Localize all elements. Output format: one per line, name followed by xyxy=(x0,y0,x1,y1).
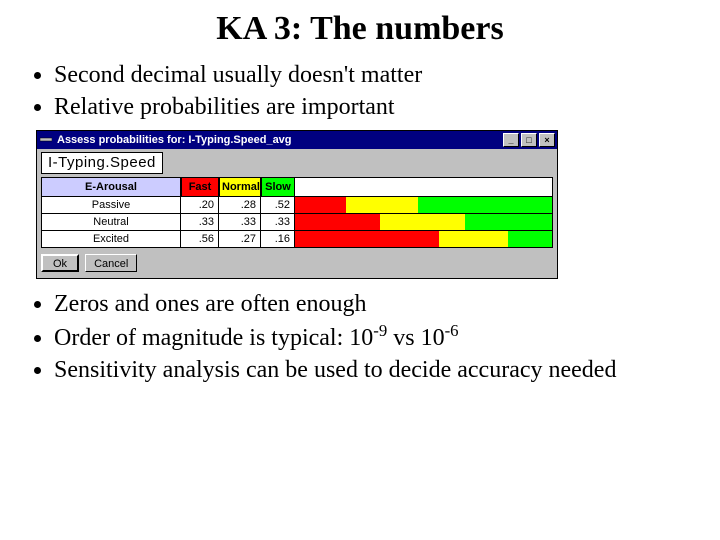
system-menu-icon[interactable] xyxy=(39,133,53,147)
window-title: Assess probabilities for: I-Typing.Speed… xyxy=(57,134,503,146)
prob-bar xyxy=(295,214,553,231)
close-button[interactable]: × xyxy=(539,133,555,147)
ok-button[interactable]: Ok xyxy=(41,254,79,272)
prob-cell[interactable]: .33 xyxy=(261,214,295,231)
prob-cell[interactable]: .56 xyxy=(181,231,219,248)
col-header-normal: Normal xyxy=(219,177,261,197)
top-bullets: Second decimal usually doesn't matter Re… xyxy=(28,60,692,122)
bar-seg-slow xyxy=(465,214,552,230)
bullet: Second decimal usually doesn't matter xyxy=(54,60,692,90)
bar-seg-normal xyxy=(380,214,465,230)
prob-bar xyxy=(295,231,553,248)
slide-title: KA 3: The numbers xyxy=(28,10,692,48)
prob-cell[interactable]: .33 xyxy=(219,214,261,231)
bullet: Zeros and ones are often enough xyxy=(54,289,692,319)
row-label: Excited xyxy=(41,231,181,248)
bar-seg-normal xyxy=(439,231,508,247)
minimize-button[interactable]: _ xyxy=(503,133,519,147)
col-header-slow: Slow xyxy=(261,177,295,197)
prob-cell[interactable]: .20 xyxy=(181,197,219,214)
bar-seg-normal xyxy=(346,197,418,213)
prob-cell[interactable]: .27 xyxy=(219,231,261,248)
bullet-order-of-magnitude: Order of magnitude is typical: 10-9 vs 1… xyxy=(54,321,692,353)
bar-seg-slow xyxy=(418,197,552,213)
bar-header xyxy=(295,177,553,197)
bar-seg-fast xyxy=(295,197,346,213)
state-header: E-Arousal xyxy=(41,177,181,197)
col-header-fast: Fast xyxy=(181,177,219,197)
window-titlebar: Assess probabilities for: I-Typing.Speed… xyxy=(37,131,557,149)
cancel-button[interactable]: Cancel xyxy=(85,254,137,272)
node-name-label: I-Typing.Speed xyxy=(41,152,163,174)
prob-cell[interactable]: .28 xyxy=(219,197,261,214)
bullet: Sensitivity analysis can be used to deci… xyxy=(54,355,692,385)
prob-cell[interactable]: .52 xyxy=(261,197,295,214)
probability-table: E-Arousal Fast Normal Slow Passive .20 .… xyxy=(41,177,553,248)
row-label: Neutral xyxy=(41,214,181,231)
prob-cell[interactable]: .16 xyxy=(261,231,295,248)
bar-seg-slow xyxy=(508,231,552,247)
probability-window: Assess probabilities for: I-Typing.Speed… xyxy=(36,130,558,279)
maximize-button[interactable]: □ xyxy=(521,133,537,147)
bullet: Relative probabilities are important xyxy=(54,92,692,122)
bar-seg-fast xyxy=(295,231,439,247)
row-label: Passive xyxy=(41,197,181,214)
bar-seg-fast xyxy=(295,214,380,230)
prob-bar xyxy=(295,197,553,214)
bottom-bullets: Zeros and ones are often enough Order of… xyxy=(28,289,692,385)
prob-cell[interactable]: .33 xyxy=(181,214,219,231)
